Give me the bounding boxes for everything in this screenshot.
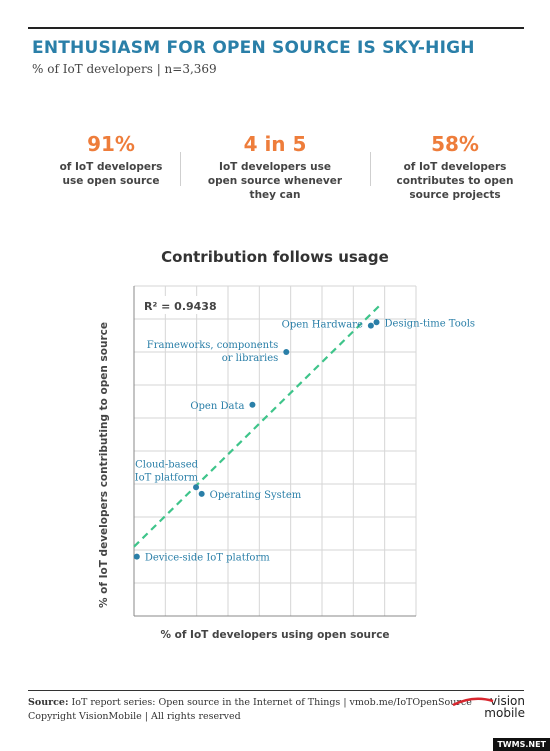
logo-text: vision xyxy=(490,694,525,708)
stat-desc-line: of IoT developers xyxy=(59,161,163,173)
logo-text: mobile xyxy=(484,706,525,720)
stat-divider xyxy=(180,152,181,186)
stat-desc-line: of IoT developers xyxy=(403,161,507,173)
source-text: IoT report series: Open source in the In… xyxy=(71,697,472,708)
x-axis-label: % of IoT developers using open source xyxy=(160,629,390,641)
visionmobile-logo: vision mobile xyxy=(445,695,525,721)
stat-desc: IoT developers use open source whenever … xyxy=(200,160,350,202)
data-point xyxy=(133,553,140,560)
stat-desc-line: contributes to open xyxy=(396,175,514,187)
point-label: Open Data xyxy=(190,401,244,412)
stat-usage: 91% of IoT developers use open source xyxy=(36,132,186,188)
data-point xyxy=(367,322,374,329)
footer-rule xyxy=(28,690,524,691)
stat-desc-line: they can xyxy=(249,189,301,201)
scatter-chart: R² = 0.9438 Device-side IoT platform Cloud… xyxy=(133,285,476,617)
point-label: or libraries xyxy=(222,353,279,364)
stat-value: 91% xyxy=(87,132,135,156)
stat-desc: of IoT developers contributes to open so… xyxy=(380,160,530,202)
top-rule xyxy=(28,27,524,29)
data-point xyxy=(373,319,380,326)
data-point xyxy=(193,484,200,491)
data-point xyxy=(198,490,205,497)
source-line: Source: IoT report series: Open source i… xyxy=(28,697,472,708)
stat-desc-line: use open source xyxy=(62,175,160,187)
point-label: IoT platform xyxy=(135,472,199,483)
stat-desc-line: source projects xyxy=(409,189,501,201)
source-label: Source: xyxy=(28,697,69,708)
logo-swoosh-icon xyxy=(452,697,494,707)
y-axis-label: % of IoT developers contributing to open… xyxy=(98,322,110,608)
stat-divider xyxy=(370,152,371,186)
stat-desc-line: IoT developers use xyxy=(219,161,331,173)
stat-whenever: 4 in 5 IoT developers use open source wh… xyxy=(200,132,350,202)
stat-value: 4 in 5 xyxy=(243,132,307,156)
stat-contribution: 58% of IoT developers contributes to ope… xyxy=(380,132,530,202)
stat-desc-line: open source whenever xyxy=(207,175,343,187)
copyright: Copyright VisionMobile | All rights rese… xyxy=(28,711,241,722)
point-label: Frameworks, components xyxy=(147,340,278,351)
page-subtitle: % of IoT developers | n=3,369 xyxy=(32,62,217,76)
page-title: Enthusiasm for open source is sky-high xyxy=(32,38,475,58)
point-label: Cloud-based xyxy=(135,459,199,470)
stat-value: 58% xyxy=(431,132,479,156)
point-label: Device-side IoT platform xyxy=(145,553,270,564)
data-point xyxy=(249,401,256,408)
trend-line xyxy=(133,305,381,548)
point-label: Operating System xyxy=(210,490,302,501)
data-point xyxy=(283,349,290,355)
chart-title: Contribution follows usage xyxy=(161,248,389,266)
point-label: Open Hardware xyxy=(282,320,363,331)
r2-box xyxy=(138,296,212,314)
stat-desc: of IoT developers use open source xyxy=(36,160,186,188)
watermark: TWMS.NET xyxy=(493,738,550,751)
point-label: Design-time Tools xyxy=(385,318,476,329)
r2-annotation: R² = 0.9438 xyxy=(144,300,217,313)
